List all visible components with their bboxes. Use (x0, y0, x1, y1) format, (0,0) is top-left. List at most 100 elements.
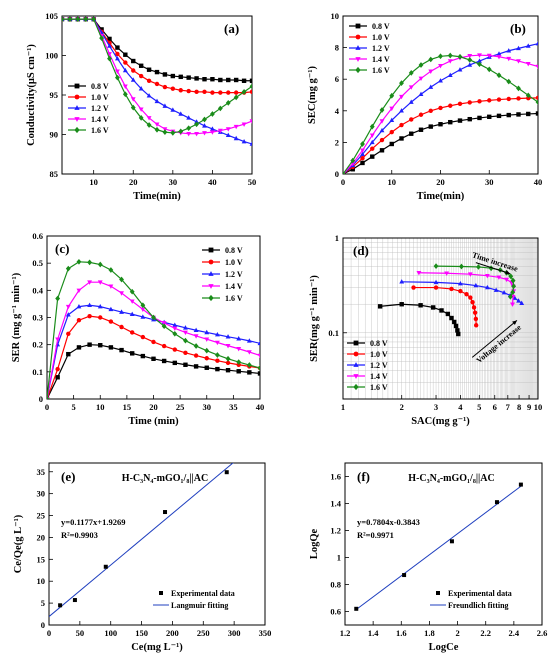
data-point (457, 280, 463, 286)
data-point (246, 350, 252, 355)
data-point (467, 272, 473, 277)
data-point (146, 122, 152, 128)
data-point (214, 352, 220, 358)
data-point (506, 78, 512, 85)
data-point (66, 331, 71, 336)
x-tick-label: 10 (388, 177, 397, 187)
data-point (236, 346, 242, 352)
data-point (76, 318, 82, 323)
legend-marker (159, 591, 163, 595)
data-point (162, 103, 168, 108)
x-tick-label: 20 (436, 177, 445, 187)
x-tick-label: 2.6 (537, 628, 548, 638)
legend-label: 1.0 V (370, 350, 388, 359)
data-point (458, 288, 463, 294)
data-point (162, 72, 168, 77)
x-tick-label: 2.2 (480, 628, 491, 638)
data-point (512, 295, 518, 300)
data-point (183, 337, 188, 344)
x-tick-label: 40 (208, 177, 217, 187)
data-point (535, 64, 538, 70)
data-point (146, 93, 152, 98)
data-point (131, 58, 136, 64)
data-point (146, 116, 152, 121)
data-point (161, 323, 167, 330)
data-point (379, 137, 385, 143)
data-point (225, 355, 231, 362)
data-point (140, 307, 146, 312)
y-tick-label: 0 (39, 394, 43, 404)
data-point (369, 139, 375, 145)
x-tick-label: 0 (45, 402, 49, 412)
plot-frame (48, 462, 266, 626)
data-point (510, 289, 516, 296)
data-point (163, 510, 168, 515)
data-point (486, 66, 492, 73)
y-tick-label: 1.6 (330, 472, 341, 482)
data-point (186, 131, 192, 137)
data-point (140, 353, 146, 359)
data-point (193, 334, 199, 339)
legend-label: 1.2 V (91, 104, 109, 113)
data-point (525, 61, 531, 67)
data-point (65, 304, 71, 310)
legend-marker (74, 105, 80, 110)
y-tick-label: 8 (335, 43, 339, 53)
data-point (418, 91, 424, 96)
data-point (408, 99, 414, 104)
data-point (209, 130, 215, 135)
x-tick-label: 30 (169, 177, 178, 187)
y-tick-label: 1.4 (330, 499, 341, 509)
x-tick-label: 30 (485, 177, 494, 187)
data-point (516, 85, 521, 92)
data-point (525, 92, 531, 99)
grid-lines (342, 238, 538, 400)
y-axis-label: SEC(mg g⁻¹) (307, 66, 318, 124)
data-point (87, 302, 93, 308)
data-point (456, 331, 461, 337)
x-axis-label: Time (min) (128, 416, 179, 427)
data-point (75, 16, 81, 23)
data-point (487, 98, 492, 103)
data-point (202, 131, 207, 136)
legend-label: 0.8 V (370, 339, 388, 348)
data-point (183, 325, 188, 330)
data-point (202, 89, 207, 95)
data-point (399, 122, 404, 128)
y-tick-label: 10 (331, 11, 340, 21)
data-point (210, 90, 215, 95)
data-point (108, 306, 114, 312)
data-point (131, 68, 136, 73)
data-point (183, 350, 188, 356)
data-point (76, 288, 82, 293)
legend-label: 1.0 V (225, 258, 243, 267)
data-point (389, 141, 394, 147)
data-point (516, 45, 521, 51)
data-point (471, 305, 477, 310)
data-point (516, 112, 521, 117)
data-point (87, 342, 92, 347)
y-axis-label: Conductivity(μS cm⁻¹) (26, 44, 37, 146)
data-point (457, 67, 463, 72)
data-point (354, 606, 359, 611)
legend-marker (208, 284, 214, 289)
x-tick-label: 0 (341, 177, 345, 187)
data-point (140, 314, 146, 319)
data-point (55, 375, 60, 380)
legend-marker (355, 66, 361, 74)
data-point (457, 53, 463, 60)
data-point (119, 276, 124, 283)
legend-marker (74, 94, 80, 100)
plot-area (354, 482, 523, 611)
data-point (467, 62, 473, 67)
data-point (172, 322, 178, 327)
data-point (217, 105, 223, 112)
data-point (236, 369, 241, 374)
data-point (477, 99, 482, 104)
legend-marker (355, 34, 361, 40)
data-point (119, 309, 124, 314)
data-point (493, 287, 499, 292)
y-tick-label: 5 (41, 598, 45, 608)
data-point (225, 368, 231, 373)
